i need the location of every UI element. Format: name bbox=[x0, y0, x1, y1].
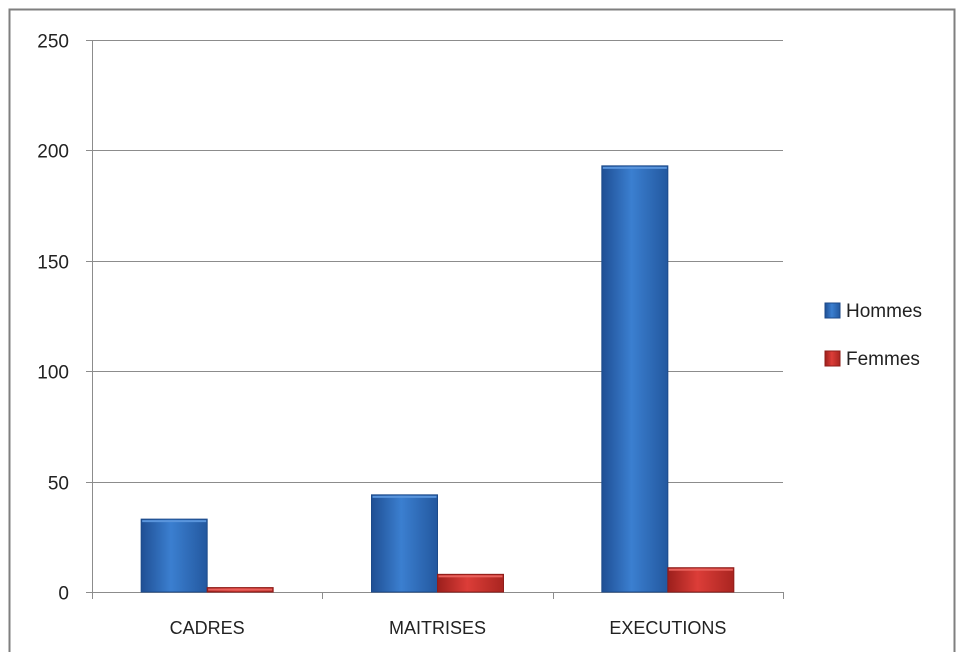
bar-top-highlight bbox=[372, 495, 437, 498]
bar-body bbox=[601, 165, 669, 593]
y-tick-label: 100 bbox=[37, 363, 69, 384]
bar-top-highlight bbox=[142, 520, 207, 523]
legend-item-femmes: Femmes bbox=[824, 349, 920, 370]
legend-swatch bbox=[824, 302, 841, 319]
bar-hommes-maitrises bbox=[371, 494, 438, 593]
bar-body bbox=[371, 494, 438, 593]
y-tick-label: 0 bbox=[58, 584, 69, 605]
y-tick-label: 200 bbox=[37, 142, 69, 163]
y-tick-label: 50 bbox=[48, 474, 69, 495]
bar-body bbox=[667, 567, 735, 593]
bars bbox=[140, 165, 735, 593]
legend-swatch bbox=[824, 350, 841, 367]
bar-top-highlight bbox=[208, 588, 273, 591]
bar-top-highlight bbox=[602, 166, 667, 169]
chart-frame bbox=[8, 8, 956, 652]
bar-femmes-executions bbox=[667, 567, 735, 593]
bar-hommes-executions bbox=[601, 165, 669, 593]
legend-label: Hommes bbox=[846, 301, 922, 322]
x-category-label: EXECUTIONS bbox=[609, 618, 726, 638]
bar-femmes-maitrises bbox=[437, 573, 504, 593]
gridlines bbox=[92, 40, 783, 483]
x-category-label: CADRES bbox=[170, 618, 245, 638]
bar-body bbox=[140, 518, 208, 593]
bar-top-highlight bbox=[438, 575, 503, 578]
y-tick-label: 250 bbox=[37, 32, 69, 53]
y-tick-label: 150 bbox=[37, 253, 69, 274]
legend: Hommes Femmes bbox=[824, 301, 922, 370]
legend-item-hommes: Hommes bbox=[824, 301, 922, 322]
bar-hommes-cadres bbox=[140, 518, 208, 593]
bar-femmes-cadres bbox=[206, 587, 274, 593]
legend-label: Femmes bbox=[846, 349, 920, 370]
bar-body bbox=[437, 573, 504, 593]
x-category-label: MAITRISES bbox=[389, 618, 486, 638]
bar-top-highlight bbox=[668, 568, 733, 571]
axis-labels: 0 50 100 150 200 250 CADRES MAITRISES EXECUTIONS bbox=[37, 32, 726, 639]
